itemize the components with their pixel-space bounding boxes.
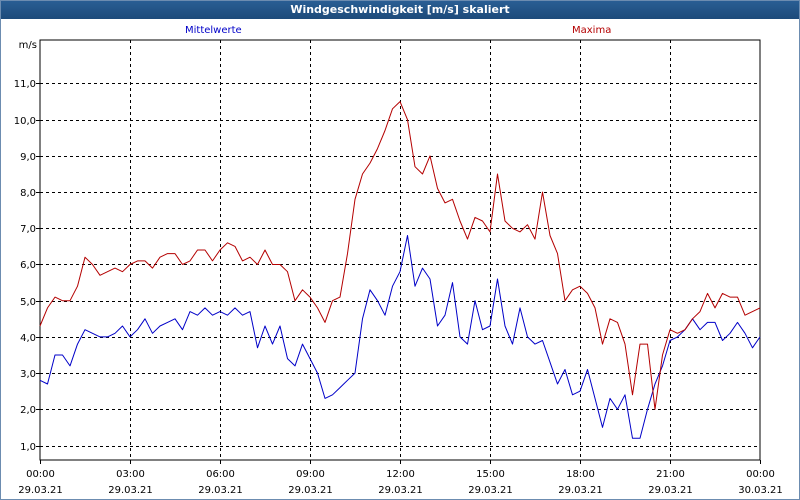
chart-title: Windgeschwindigkeit [m/s] skaliert: [0, 0, 800, 19]
y-tick-label: 5,0: [20, 297, 36, 308]
x-tick-label-date: 29.03.21: [198, 485, 243, 496]
y-tick-label: 10,0: [14, 116, 36, 127]
x-tick-label-time: 00:00: [26, 469, 55, 480]
legend-maxima: Maxima: [572, 25, 612, 36]
y-tick-label: 3,0: [20, 369, 36, 380]
y-tick-label: 11,0: [14, 79, 36, 90]
legend-mittelwerte: Mittelwerte: [185, 25, 242, 36]
y-axis-unit: m/s: [19, 40, 37, 51]
x-tick-label-time: 03:00: [116, 469, 145, 480]
y-tick-label: 8,0: [20, 188, 36, 199]
x-tick-label-time: 06:00: [206, 469, 235, 480]
x-tick-label-date: 30.03.21: [738, 485, 783, 496]
y-tick-label: 4,0: [20, 333, 36, 344]
x-tick-label-date: 29.03.21: [558, 485, 603, 496]
x-tick-label-date: 29.03.21: [108, 485, 153, 496]
x-tick-label-date: 29.03.21: [468, 485, 513, 496]
y-tick-label: 1,0: [20, 442, 36, 453]
y-tick-label: 7,0: [20, 224, 36, 235]
series-line-mittelwerte: [39, 235, 761, 439]
y-tick-label: 9,0: [20, 152, 36, 163]
x-tick-label-time: 09:00: [296, 469, 325, 480]
x-tick-label-date: 29.03.21: [288, 485, 333, 496]
x-tick-label-time: 18:00: [566, 469, 595, 480]
x-tick-label-date: 29.03.21: [378, 485, 423, 496]
x-tick-label-time: 12:00: [386, 469, 415, 480]
x-tick-label-date: 29.03.21: [18, 485, 63, 496]
x-tick-label-time: 15:00: [476, 469, 505, 480]
x-tick-label-time: 00:00: [746, 469, 775, 480]
series-line-maxima: [39, 101, 761, 410]
x-tick-label-time: 21:00: [656, 469, 685, 480]
y-tick-label: 2,0: [20, 405, 36, 416]
x-tick-label-date: 29.03.21: [648, 485, 693, 496]
y-tick-label: 6,0: [20, 260, 36, 271]
